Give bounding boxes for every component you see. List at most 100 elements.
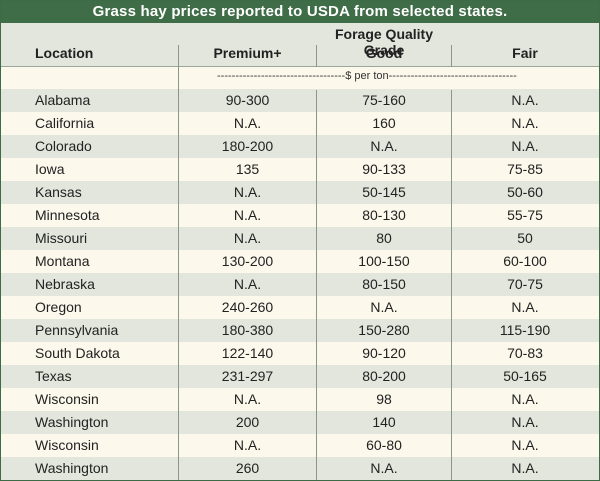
fair-cell: N.A. <box>511 138 539 154</box>
grade-group-header: Forage Quality Grade <box>334 26 434 58</box>
good-cell: 150-280 <box>358 322 410 338</box>
good-cell: 140 <box>372 414 396 430</box>
location-cell: Montana <box>35 253 90 269</box>
table-row: Pennsylvania 180-380 150-280 115-190 <box>1 319 599 342</box>
premium-cell: N.A. <box>233 276 262 292</box>
fair-cell: 60-100 <box>503 253 547 269</box>
fair-cell: N.A. <box>511 115 539 131</box>
table-row: Oregon 240-260 N.A. N.A. <box>1 296 599 319</box>
premium-cell: N.A. <box>233 207 262 223</box>
good-cell: 98 <box>376 391 392 407</box>
location-header: Location <box>35 45 94 61</box>
premium-cell: 200 <box>235 414 260 430</box>
fair-cell: N.A. <box>511 460 539 476</box>
location-cell: Minnesota <box>35 207 100 223</box>
premium-cell: 130-200 <box>221 253 274 269</box>
units-row: -----------------------------------$ per… <box>1 67 599 89</box>
fair-cell: 50 <box>517 230 533 246</box>
good-cell: 80-130 <box>362 207 406 223</box>
good-cell: 90-120 <box>362 345 406 361</box>
fair-cell: 50-60 <box>507 184 543 200</box>
location-cell: Colorado <box>35 138 92 154</box>
table-row: Kansas N.A. 50-145 50-60 <box>1 181 599 204</box>
premium-cell: 231-297 <box>221 368 274 384</box>
fair-cell: 55-75 <box>507 207 543 223</box>
premium-cell: 90-300 <box>225 92 270 108</box>
location-cell: Alabama <box>35 92 91 108</box>
table-row: Washington 260 N.A. N.A. <box>1 457 599 480</box>
fair-cell: N.A. <box>511 414 539 430</box>
premium-cell: N.A. <box>233 184 262 200</box>
column-divider <box>451 45 452 67</box>
good-cell: 80 <box>376 230 392 246</box>
location-cell: Missouri <box>35 230 88 246</box>
location-cell: Washington <box>35 460 109 476</box>
good-cell: N.A. <box>370 138 398 154</box>
premium-cell: 260 <box>235 460 260 476</box>
table-row: Washington 200 140 N.A. <box>1 411 599 434</box>
good-cell: 60-80 <box>366 437 402 453</box>
good-cell: 100-150 <box>358 253 410 269</box>
location-cell: Nebraska <box>35 276 95 292</box>
good-cell: 75-160 <box>362 92 406 108</box>
good-cell: 160 <box>372 115 396 131</box>
premium-cell: 240-260 <box>221 299 274 315</box>
table-body: Alabama 90-300 75-160 N.A. California N.A. 160… <box>1 89 599 480</box>
good-cell: N.A. <box>370 299 398 315</box>
premium-cell: 122-140 <box>221 345 274 361</box>
good-cell: 90-133 <box>362 161 406 177</box>
location-cell: Washington <box>35 414 109 430</box>
premium-header: Premium+ <box>213 45 282 61</box>
good-cell: 80-200 <box>362 368 406 384</box>
table-row: Missouri N.A. 80 50 <box>1 227 599 250</box>
table-row: Colorado 180-200 N.A. N.A. <box>1 135 599 158</box>
premium-cell: N.A. <box>233 437 262 453</box>
premium-cell: N.A. <box>233 115 262 131</box>
location-cell: Oregon <box>35 299 82 315</box>
fair-cell: N.A. <box>511 299 539 315</box>
fair-cell: N.A. <box>511 391 539 407</box>
location-cell: Texas <box>35 368 72 384</box>
location-cell: California <box>35 115 95 131</box>
premium-cell: 180-380 <box>221 322 274 338</box>
good-cell: N.A. <box>370 460 398 476</box>
fair-cell: N.A. <box>511 437 539 453</box>
good-cell: 50-145 <box>362 184 406 200</box>
table-header: Location Forage Quality Grade Premium+ G… <box>1 23 599 67</box>
fair-cell: 50-165 <box>503 368 547 384</box>
premium-cell: N.A. <box>233 391 262 407</box>
table-row: Iowa 135 90-133 75-85 <box>1 158 599 181</box>
column-divider <box>316 45 317 67</box>
location-cell: Wisconsin <box>35 391 99 407</box>
good-cell: 80-150 <box>362 276 406 292</box>
table-row: California N.A. 160 N.A. <box>1 112 599 135</box>
table-title: Grass hay prices reported to USDA from s… <box>1 1 599 23</box>
fair-cell: 70-75 <box>507 276 543 292</box>
table-row: Texas 231-297 80-200 50-165 <box>1 365 599 388</box>
fair-header: Fair <box>512 45 538 61</box>
location-cell: Kansas <box>35 184 82 200</box>
premium-cell: 135 <box>235 161 260 177</box>
units-label: -----------------------------------$ per… <box>217 70 517 82</box>
fair-cell: 70-83 <box>507 345 543 361</box>
table-row: Wisconsin N.A. 98 N.A. <box>1 388 599 411</box>
location-cell: Wisconsin <box>35 437 99 453</box>
column-divider <box>178 45 179 67</box>
location-cell: South Dakota <box>35 345 120 361</box>
table-row: Nebraska N.A. 80-150 70-75 <box>1 273 599 296</box>
table-row: Minnesota N.A. 80-130 55-75 <box>1 204 599 227</box>
table-row: Alabama 90-300 75-160 N.A. <box>1 89 599 112</box>
table-row: South Dakota 122-140 90-120 70-83 <box>1 342 599 365</box>
location-cell: Iowa <box>35 161 65 177</box>
table-row: Wisconsin N.A. 60-80 N.A. <box>1 434 599 457</box>
fair-cell: N.A. <box>511 92 539 108</box>
column-divider <box>316 90 317 480</box>
fair-cell: 115-190 <box>499 322 551 338</box>
table-row: Montana 130-200 100-150 60-100 <box>1 250 599 273</box>
column-divider <box>178 67 179 480</box>
column-divider <box>451 90 452 480</box>
premium-cell: N.A. <box>233 230 262 246</box>
good-header: Good <box>365 45 403 61</box>
location-cell: Pennsylvania <box>35 322 119 338</box>
